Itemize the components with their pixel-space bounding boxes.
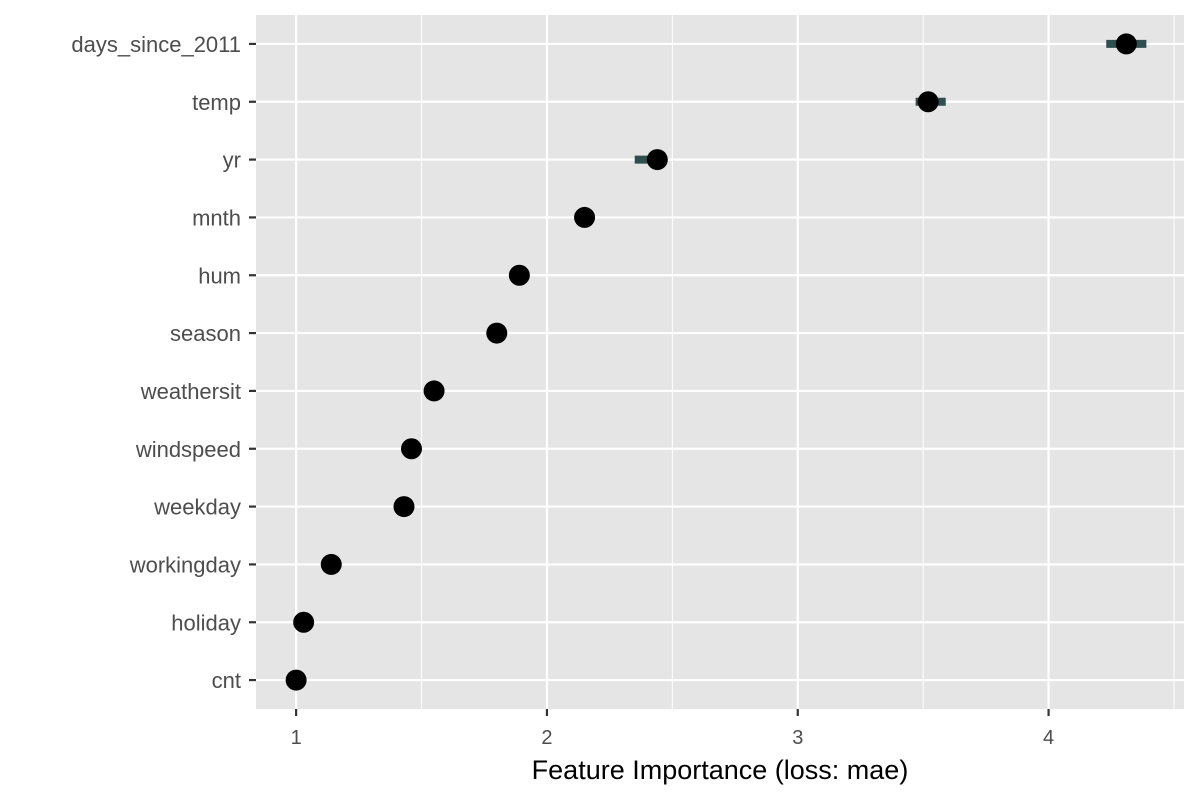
importance-point	[393, 496, 415, 518]
importance-point	[574, 206, 596, 228]
importance-point	[646, 149, 668, 171]
importance-point	[401, 438, 423, 460]
importance-point	[917, 91, 939, 113]
plot-panel	[256, 15, 1184, 709]
y-tick-label: season	[170, 321, 241, 346]
x-tick-label: 3	[792, 727, 803, 749]
y-tick-label: weekday	[153, 495, 241, 520]
y-tick-label: weathersit	[140, 379, 241, 404]
x-tick-label: 4	[1043, 727, 1054, 749]
importance-point	[320, 553, 342, 575]
y-tick-label: workingday	[129, 552, 241, 577]
x-axis: 1 2 3 4	[291, 709, 1054, 749]
importance-point	[486, 322, 508, 344]
y-tick-label: days_since_2011	[71, 32, 241, 57]
importance-point	[293, 611, 315, 633]
importance-point	[1115, 33, 1137, 55]
x-tick-label: 2	[541, 727, 552, 749]
importance-point	[508, 264, 530, 286]
y-tick-label: mnth	[192, 205, 241, 230]
x-tick-label: 1	[291, 727, 302, 749]
x-axis-title: Feature Importance (loss: mae)	[532, 755, 909, 785]
grid-minor-lines	[421, 15, 1175, 709]
y-tick-label: hum	[198, 263, 241, 288]
y-tick-label: temp	[192, 90, 241, 115]
grid-major-lines	[256, 15, 1184, 709]
y-tick-label: holiday	[171, 610, 241, 635]
y-tick-label: yr	[223, 148, 241, 173]
y-tick-label: cnt	[212, 668, 241, 693]
y-tick-label: windspeed	[135, 437, 241, 462]
importance-point	[285, 669, 307, 691]
data-points	[285, 33, 1137, 691]
importance-point	[423, 380, 445, 402]
